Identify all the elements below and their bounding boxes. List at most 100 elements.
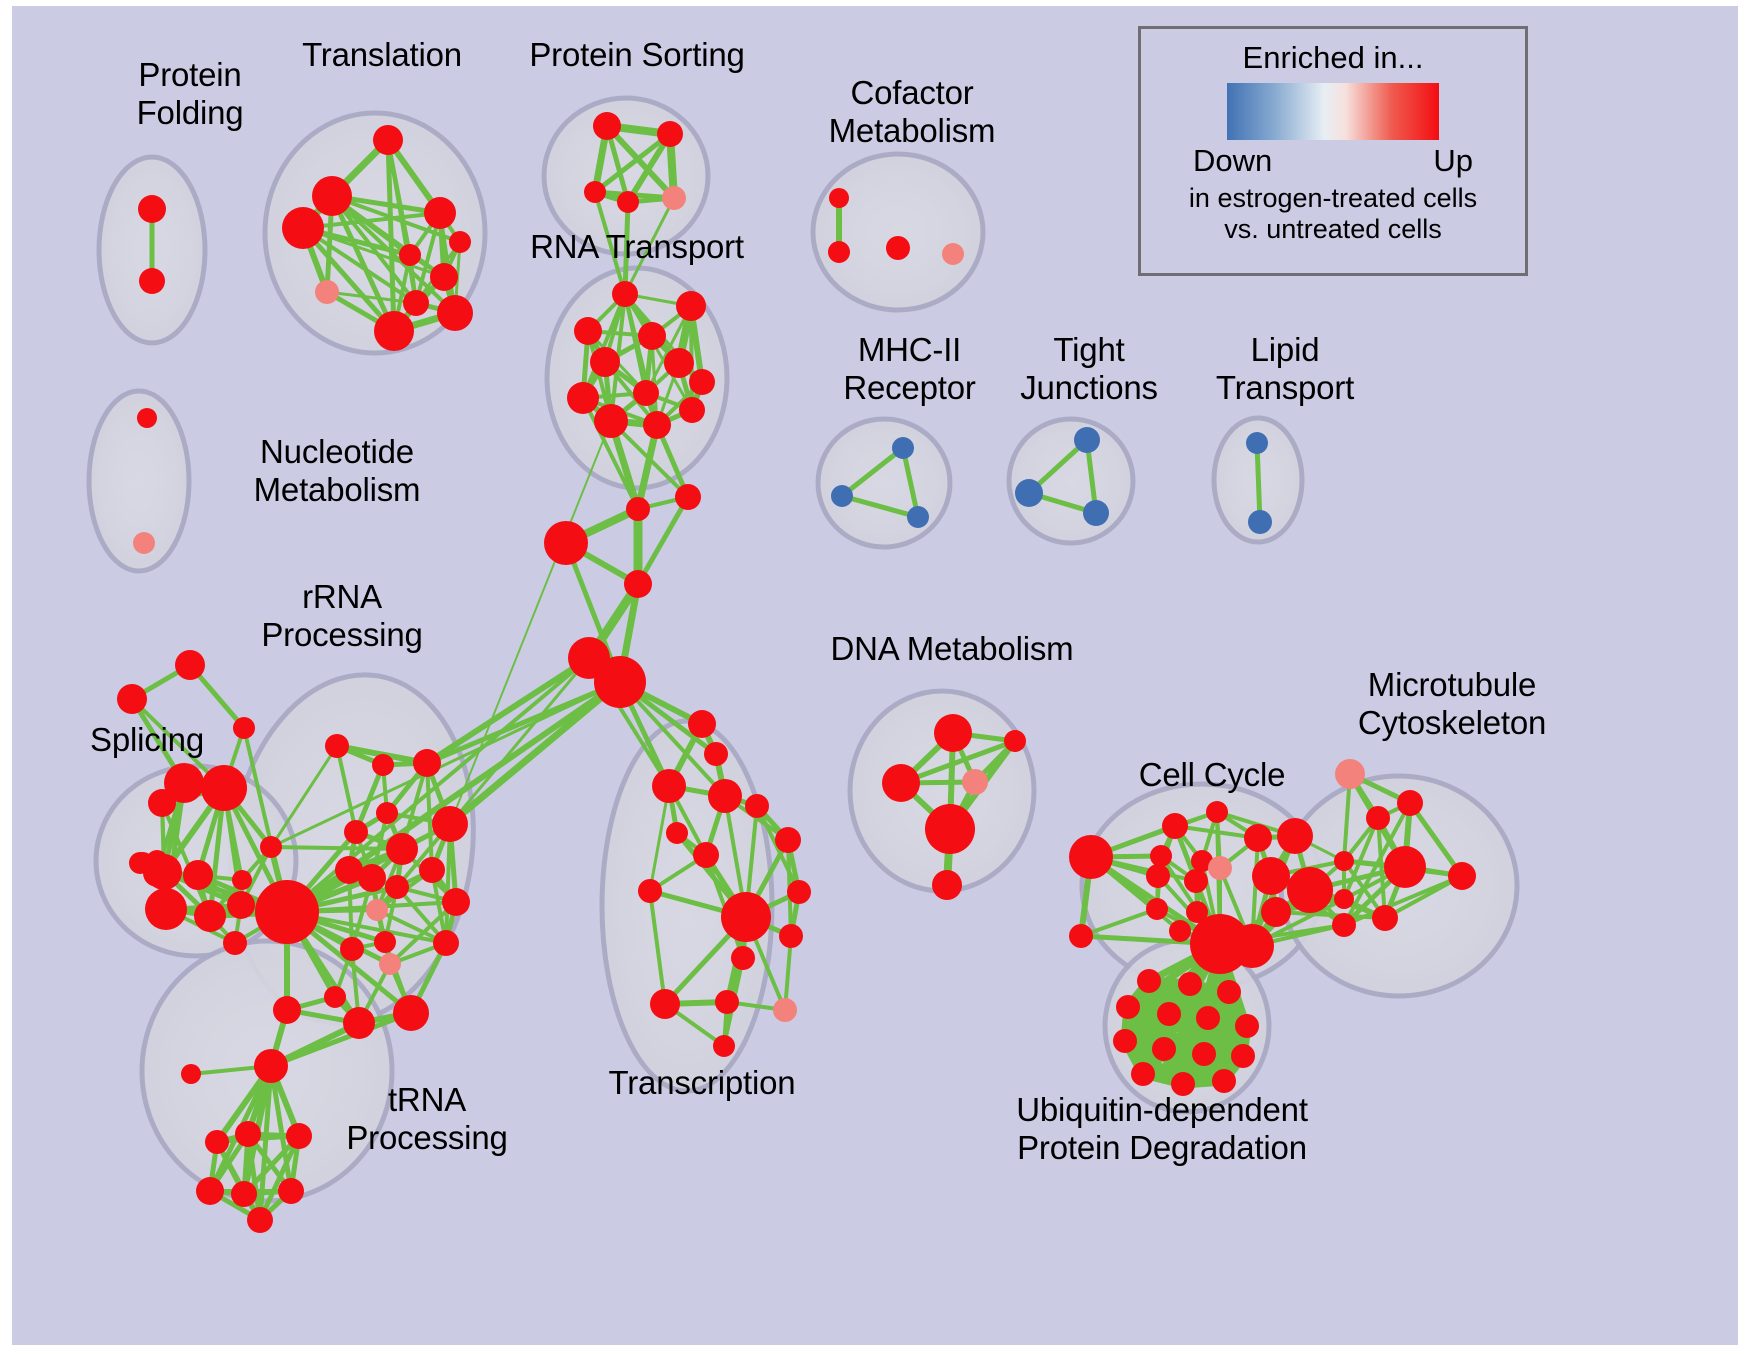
gene-set-node[interactable] [344, 820, 368, 844]
gene-set-node[interactable] [643, 411, 671, 439]
gene-set-node[interactable] [1171, 1072, 1195, 1096]
gene-set-node[interactable] [708, 779, 742, 813]
gene-set-node[interactable] [235, 1121, 261, 1147]
gene-set-node[interactable] [1366, 806, 1390, 830]
gene-set-node[interactable] [117, 684, 147, 714]
gene-set-node[interactable] [1074, 427, 1100, 453]
gene-set-node[interactable] [831, 485, 853, 507]
gene-set-node[interactable] [1248, 510, 1272, 534]
gene-set-node[interactable] [1083, 500, 1109, 526]
gene-set-node[interactable] [413, 749, 441, 777]
gene-set-node[interactable] [942, 243, 964, 265]
gene-set-node[interactable] [386, 833, 418, 865]
gene-set-node[interactable] [787, 880, 811, 904]
gene-set-node[interactable] [432, 806, 468, 842]
gene-set-node[interactable] [1169, 920, 1191, 942]
gene-set-node[interactable] [366, 899, 388, 921]
gene-set-node[interactable] [1246, 432, 1268, 454]
cluster-ellipse-nucleotide-metabolism[interactable] [86, 388, 192, 574]
gene-set-node[interactable] [886, 236, 910, 260]
gene-set-node[interactable] [1335, 759, 1365, 789]
gene-set-node[interactable] [137, 408, 157, 428]
gene-set-node[interactable] [340, 937, 364, 961]
gene-set-node[interactable] [335, 856, 363, 884]
gene-set-node[interactable] [679, 397, 705, 423]
gene-set-node[interactable] [1287, 867, 1333, 913]
gene-set-node[interactable] [1069, 835, 1113, 879]
gene-set-node[interactable] [254, 1049, 288, 1083]
gene-set-node[interactable] [676, 291, 706, 321]
gene-set-node[interactable] [385, 875, 409, 899]
gene-set-node[interactable] [138, 195, 166, 223]
gene-set-node[interactable] [1448, 862, 1476, 890]
gene-set-node[interactable] [399, 244, 421, 266]
gene-set-node[interactable] [1252, 857, 1290, 895]
gene-set-node[interactable] [638, 879, 662, 903]
gene-set-node[interactable] [146, 854, 182, 890]
gene-set-node[interactable] [133, 532, 155, 554]
gene-set-node[interactable] [260, 836, 282, 858]
gene-set-node[interactable] [223, 931, 247, 955]
gene-set-node[interactable] [1206, 801, 1228, 823]
gene-set-node[interactable] [175, 650, 205, 680]
gene-set-node[interactable] [373, 125, 403, 155]
gene-set-node[interactable] [1113, 1029, 1137, 1053]
gene-set-node[interactable] [194, 900, 226, 932]
gene-set-node[interactable] [693, 842, 719, 868]
gene-set-node[interactable] [1212, 1069, 1236, 1093]
gene-set-node[interactable] [664, 348, 694, 378]
gene-set-node[interactable] [255, 880, 319, 944]
gene-set-node[interactable] [1217, 980, 1241, 1004]
gene-set-node[interactable] [286, 1123, 312, 1149]
gene-set-node[interactable] [593, 112, 621, 140]
gene-set-node[interactable] [1384, 846, 1426, 888]
gene-set-node[interactable] [205, 1130, 229, 1154]
gene-set-node[interactable] [145, 888, 187, 930]
gene-set-node[interactable] [433, 930, 459, 956]
gene-set-node[interactable] [962, 769, 988, 795]
gene-set-node[interactable] [278, 1178, 304, 1204]
gene-set-node[interactable] [1146, 864, 1170, 888]
gene-set-node[interactable] [624, 570, 652, 598]
gene-set-node[interactable] [779, 924, 803, 948]
gene-set-node[interactable] [1334, 889, 1354, 909]
gene-set-node[interactable] [1277, 818, 1313, 854]
gene-set-node[interactable] [393, 995, 429, 1031]
gene-set-node[interactable] [343, 1007, 375, 1039]
gene-set-node[interactable] [1235, 1014, 1259, 1038]
gene-set-node[interactable] [315, 280, 339, 304]
gene-set-node[interactable] [590, 347, 620, 377]
gene-set-node[interactable] [231, 1181, 257, 1207]
gene-set-node[interactable] [164, 763, 204, 803]
gene-set-node[interactable] [567, 382, 599, 414]
gene-set-node[interactable] [227, 891, 255, 919]
gene-set-node[interactable] [932, 870, 962, 900]
gene-set-node[interactable] [430, 263, 458, 291]
gene-set-node[interactable] [372, 754, 394, 776]
gene-set-node[interactable] [829, 188, 849, 208]
gene-set-node[interactable] [1334, 851, 1354, 871]
gene-set-node[interactable] [773, 998, 797, 1022]
gene-set-node[interactable] [882, 764, 920, 802]
gene-set-node[interactable] [638, 322, 666, 350]
gene-set-node[interactable] [1208, 856, 1232, 880]
gene-set-node[interactable] [1004, 730, 1026, 752]
gene-set-node[interactable] [1069, 924, 1093, 948]
gene-set-node[interactable] [1152, 1037, 1176, 1061]
gene-set-node[interactable] [633, 380, 659, 406]
gene-set-node[interactable] [1146, 898, 1168, 920]
gene-set-node[interactable] [1157, 1002, 1181, 1026]
gene-set-node[interactable] [232, 870, 252, 890]
gene-set-node[interactable] [1397, 790, 1423, 816]
gene-set-node[interactable] [358, 864, 386, 892]
cluster-ellipse-cofactor-metabolism[interactable] [810, 151, 986, 313]
gene-set-node[interactable] [442, 888, 470, 916]
gene-set-node[interactable] [1150, 845, 1172, 867]
gene-set-node[interactable] [419, 857, 445, 883]
gene-set-node[interactable] [715, 990, 739, 1014]
gene-set-node[interactable] [324, 986, 346, 1008]
gene-set-node[interactable] [1178, 972, 1202, 996]
gene-set-node[interactable] [379, 953, 401, 975]
gene-set-node[interactable] [666, 822, 688, 844]
gene-set-node[interactable] [1231, 1044, 1255, 1068]
